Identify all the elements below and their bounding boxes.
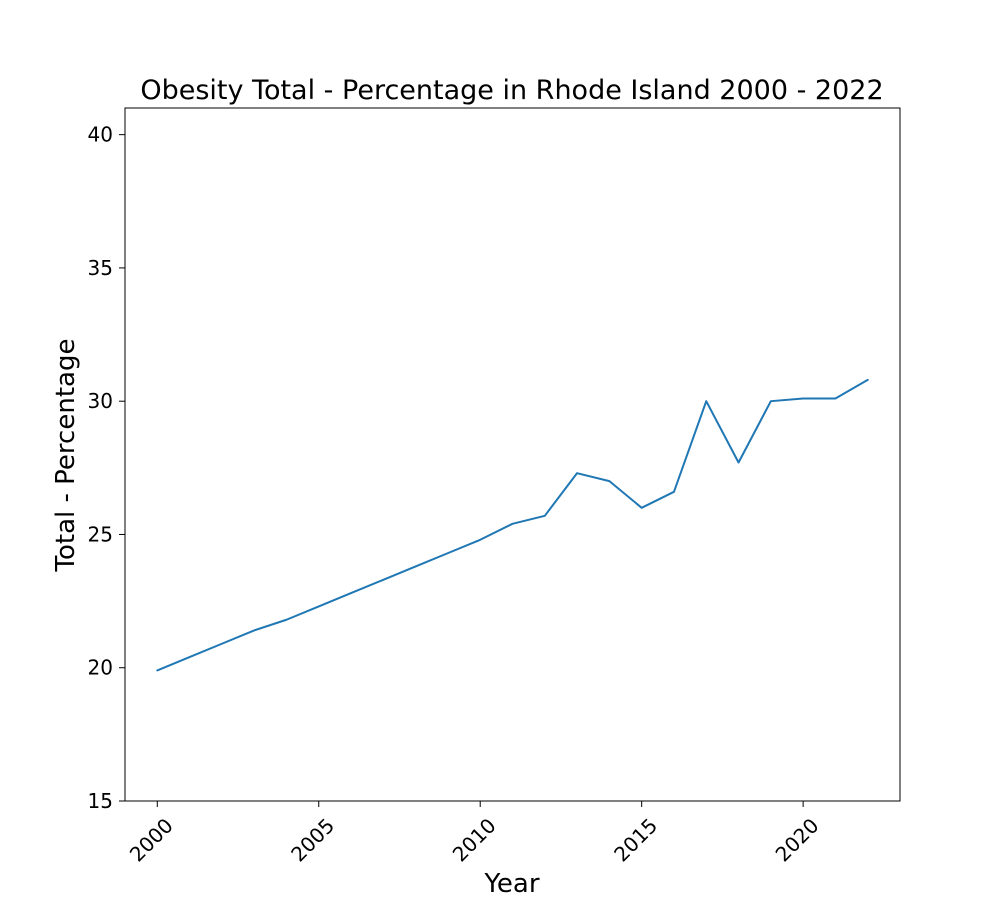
- chart-title: Obesity Total - Percentage in Rhode Isla…: [140, 75, 883, 106]
- x-tick-label: 2015: [609, 813, 662, 866]
- y-axis: 15 20 25 30 35 40: [88, 123, 125, 813]
- series-line: [156, 378, 869, 672]
- x-tick-label: 2005: [286, 813, 339, 866]
- y-tick-label: 15: [88, 789, 113, 813]
- y-axis-label: Total - Percentage: [51, 339, 81, 573]
- y-tick-label: 35: [88, 256, 113, 280]
- y-tick-label: 40: [88, 123, 113, 147]
- y-tick-label: 20: [88, 656, 113, 680]
- x-axis-label: Year: [483, 869, 539, 899]
- x-tick-label: 2000: [125, 813, 178, 866]
- y-tick-label: 25: [88, 522, 113, 546]
- x-tick-label: 2010: [448, 813, 501, 866]
- x-axis: 2000 2005 2010 2015 2020: [125, 801, 824, 866]
- plot-area: [124, 107, 901, 802]
- x-tick-label: 2020: [771, 813, 824, 866]
- y-tick-label: 30: [88, 389, 113, 413]
